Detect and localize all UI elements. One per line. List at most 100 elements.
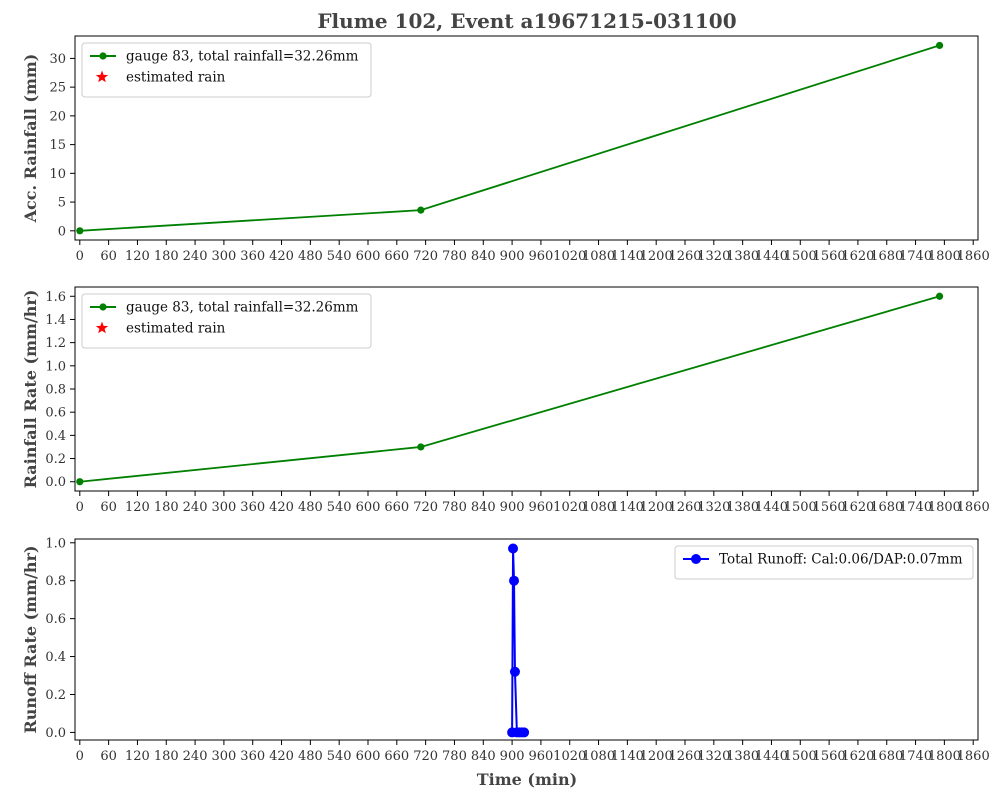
x-tick-label: 1440 [755,749,788,764]
x-tick-label: 60 [100,749,117,764]
x-tick-label: 840 [471,249,496,264]
y-tick-label: 20 [49,109,66,124]
x-tick-label: 0 [76,249,84,264]
x-tick-label: 900 [500,249,525,264]
x-tick-label: 1680 [870,249,903,264]
y-tick-label: 0.2 [45,452,66,467]
x-tick-label: 60 [100,249,117,264]
marks-group [76,292,944,486]
x-tick-label: 1140 [611,500,644,515]
data-point [935,41,944,50]
tick-group: 0 60 120 180 240 300 360 420 480 540 600 660 720 780 8… [45,536,989,764]
x-tick-label: 1260 [668,749,701,764]
data-point [417,206,425,214]
x-tick-label: 1500 [784,749,817,764]
x-tick-label: 0 [76,749,84,764]
x-tick-label: 1680 [870,500,903,515]
x-tick-label: 1620 [841,500,874,515]
x-tick-label: 420 [269,249,294,264]
tick-group: 0 60 120 180 240 300 360 420 480 540 600 660 720 780 8… [49,52,989,264]
x-tick-label: 480 [298,249,323,264]
x-tick-label: 1560 [813,249,846,264]
marks-group [507,543,530,738]
marks-group [76,41,944,235]
y-tick-label: 0.4 [45,429,66,444]
x-tick-label: 1140 [611,249,644,264]
x-tick-label: 1080 [582,500,615,515]
x-tick-label: 1320 [697,500,730,515]
data-point [508,543,519,554]
y-tick-label: 1.0 [45,359,66,374]
data-point [519,727,530,738]
x-tick-label: 1800 [928,500,961,515]
x-tick-label: 1380 [726,249,759,264]
legend-box [674,545,974,580]
x-tick-label: 720 [413,749,438,764]
x-tick-label: 720 [413,500,438,515]
x-tick-label: 660 [384,500,409,515]
legend-circle-marker [691,554,701,564]
y-axis-label: Acc. Rainfall (mm) [21,54,40,224]
x-tick-label: 1800 [928,749,961,764]
x-tick-label: 1740 [899,249,932,264]
legend: gauge 83, total rainfall=32.26mm estimate… [81,293,372,349]
panel-rainfall-rate: 0 60 120 180 240 300 360 420 480 540 600 660 720 780 8… [21,286,990,515]
x-tick-label: 120 [125,500,150,515]
x-tick-label: 120 [125,249,150,264]
x-tick-label: 1860 [957,500,990,515]
x-tick-label: 0 [76,500,84,515]
x-tick-label: 1620 [841,249,874,264]
x-tick-label: 420 [269,500,294,515]
legend-box [81,42,372,98]
x-tick-label: 240 [183,749,208,764]
y-axis-label: Runoff Rate (mm/hr) [21,545,40,733]
x-tick-label: 960 [528,500,553,515]
x-tick-label: 1800 [928,249,961,264]
y-tick-label: 0.6 [45,612,66,627]
x-tick-label: 1740 [899,749,932,764]
x-tick-label: 1440 [755,249,788,264]
x-tick-label: 600 [356,500,381,515]
y-tick-label: 30 [49,52,66,67]
legend-label: gauge 83, total rainfall=32.26mm [126,300,359,316]
x-tick-label: 1140 [611,749,644,764]
legend-label: estimated rain [126,321,226,337]
x-tick-label: 1080 [582,749,615,764]
x-tick-label: 1020 [553,249,586,264]
x-tick-label: 840 [471,500,496,515]
chart-title: Flume 102, Event a19671215-031100 [317,9,736,33]
x-tick-label: 1200 [640,749,673,764]
x-tick-label: 1860 [957,749,990,764]
x-tick-label: 360 [240,500,265,515]
legend-label: Total Runoff: Cal:0.06/DAP:0.07mm [719,552,963,568]
x-axis-label: Time (min) [477,770,577,789]
x-tick-label: 780 [442,749,467,764]
y-tick-label: 0.6 [45,406,66,421]
x-tick-label: 1260 [668,500,701,515]
x-tick-label: 540 [327,249,352,264]
data-point [509,575,520,586]
legend-label: estimated rain [126,70,226,86]
y-tick-label: 5 [58,196,66,211]
tick-group: 0 60 120 180 240 300 360 420 480 540 600 660 720 780 8… [45,290,989,515]
data-point [76,478,84,486]
x-tick-label: 1500 [784,500,817,515]
y-tick-label: 0.4 [45,650,66,665]
y-tick-label: 0.0 [45,726,66,741]
x-tick-label: 780 [442,500,467,515]
y-tick-label: 25 [49,81,66,96]
x-tick-label: 1020 [553,500,586,515]
x-tick-label: 600 [356,749,381,764]
y-tick-label: 10 [49,167,66,182]
legend: Total Runoff: Cal:0.06/DAP:0.07mm [674,545,974,580]
x-tick-label: 720 [413,249,438,264]
legend-circle-marker [99,52,107,60]
x-tick-label: 1200 [640,249,673,264]
panel-runoff-rate: 0 60 120 180 240 300 360 420 480 540 600 660 720 780 8… [21,536,990,764]
x-tick-label: 120 [125,749,150,764]
x-tick-label: 1680 [870,749,903,764]
plot-frame [74,538,979,741]
y-axis-label: Rainfall Rate (mm/hr) [21,290,40,489]
x-tick-label: 480 [298,500,323,515]
